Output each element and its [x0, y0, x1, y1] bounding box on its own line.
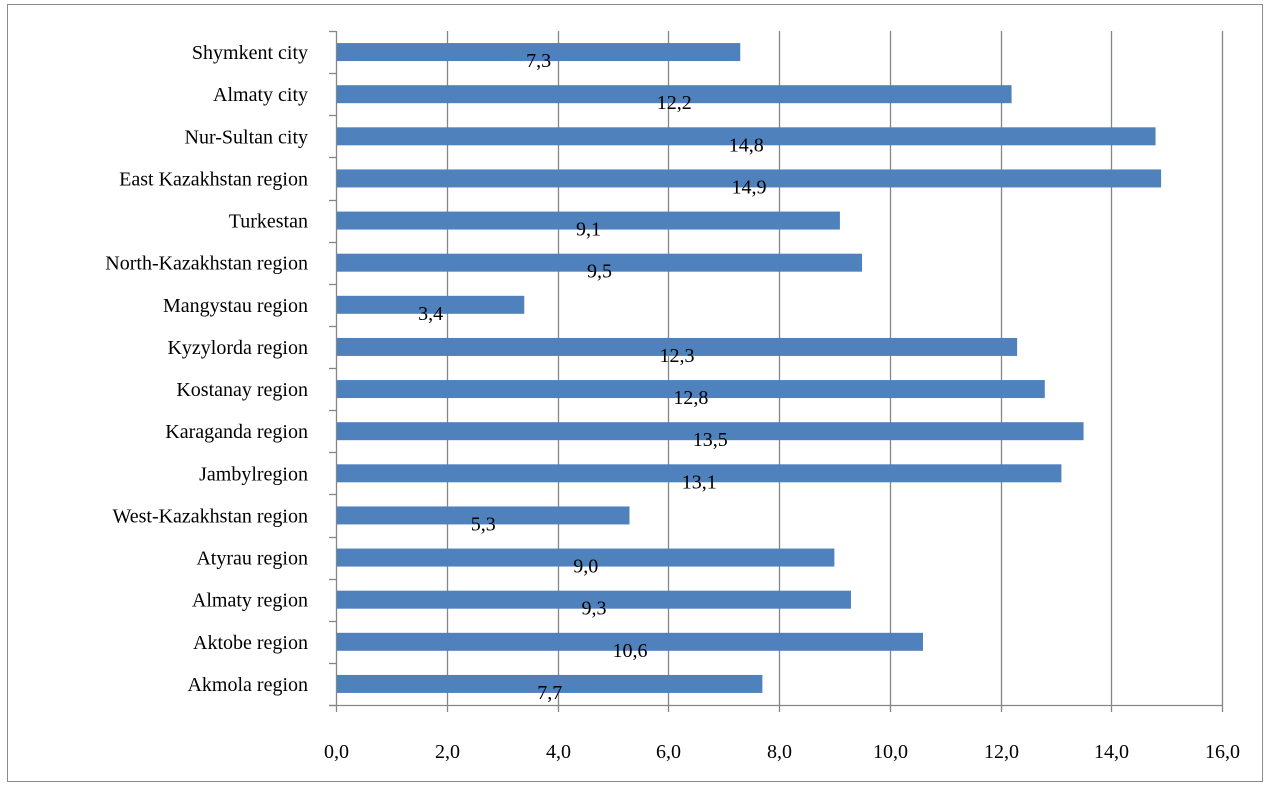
x-tick-label: 6,0: [656, 741, 681, 763]
category-label: Almaty city: [213, 84, 308, 106]
bar: [337, 464, 1062, 483]
data-label: 9,3: [581, 598, 606, 620]
bar: [337, 506, 630, 525]
data-label: 12,3: [660, 345, 695, 367]
bar: [337, 337, 1018, 356]
category-label: Jambylregion: [199, 463, 308, 485]
category-label: East Kazakhstan region: [119, 168, 308, 190]
category-label: Aktobe region: [193, 632, 308, 654]
category-label: Nur-Sultan city: [185, 126, 308, 148]
bar: [337, 295, 525, 314]
category-label: Karaganda region: [165, 421, 308, 443]
bar: [337, 253, 863, 272]
data-label: 9,5: [587, 261, 612, 283]
bar: [337, 674, 763, 693]
x-tick-label: 12,0: [984, 741, 1019, 763]
category-label: Akmola region: [187, 674, 308, 696]
data-label: 13,1: [682, 471, 717, 493]
category-label: Shymkent city: [192, 42, 308, 64]
bar: [337, 632, 923, 651]
data-label: 12,8: [673, 387, 708, 409]
data-label: 10,6: [612, 640, 647, 662]
data-label: 5,3: [471, 513, 496, 535]
x-tick-label: 4,0: [546, 741, 571, 763]
category-label: North-Kazakhstan region: [105, 253, 308, 275]
bar: [337, 211, 840, 230]
bar: [337, 127, 1156, 146]
data-label: 7,3: [526, 50, 551, 72]
bar: [337, 590, 851, 609]
x-tick-label: 8,0: [767, 741, 792, 763]
bar: [337, 422, 1084, 441]
x-tick-label: 14,0: [1094, 741, 1129, 763]
data-label: 14,8: [729, 134, 764, 156]
data-label: 13,5: [693, 429, 728, 451]
data-label: 12,2: [657, 92, 692, 114]
x-tick-label: 10,0: [873, 741, 908, 763]
category-label: West-Kazakhstan region: [112, 505, 308, 527]
data-label: 7,7: [537, 682, 562, 704]
bar: [337, 85, 1012, 104]
bar: [337, 43, 741, 62]
category-label: Kyzylorda region: [167, 337, 308, 359]
data-label: 14,9: [732, 176, 767, 198]
bar: [337, 380, 1045, 399]
data-label: 3,4: [418, 303, 443, 325]
bar: [337, 548, 835, 567]
category-label: Turkestan: [229, 211, 308, 233]
x-tick-label: 0,0: [324, 741, 349, 763]
category-label: Mangystau region: [163, 295, 308, 317]
x-tick-label: 2,0: [435, 741, 460, 763]
x-tick-label: 16,0: [1205, 741, 1240, 763]
category-label: Kostanay region: [176, 379, 308, 401]
data-label: 9,1: [576, 219, 601, 241]
data-label: 9,0: [573, 556, 598, 578]
bar: [337, 169, 1162, 188]
category-label: Almaty region: [192, 590, 308, 612]
category-label: Atyrau region: [196, 548, 308, 570]
